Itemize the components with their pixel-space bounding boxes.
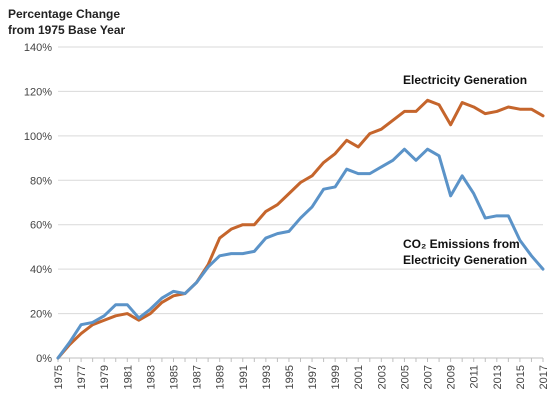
y-axis-title-line-2: from 1975 Base Year [8, 23, 126, 37]
y-tick-label: 60% [30, 220, 52, 232]
x-tick-label: 1985 [168, 365, 180, 389]
x-tick-label: 1983 [145, 365, 157, 389]
x-tick-label: 2005 [399, 365, 411, 389]
x-tick-label: 2001 [353, 365, 365, 389]
x-tick-label: 2009 [446, 365, 458, 389]
y-tick-label: 140% [24, 42, 52, 54]
x-tick-label: 1979 [99, 365, 111, 389]
x-tick-label: 1997 [307, 365, 319, 389]
x-tick-label: 2003 [376, 365, 388, 389]
series-label-co2: CO₂ Emissions from Electricity Generatio… [403, 236, 527, 268]
series-line-electricity [56, 98, 545, 360]
y-tick-label: 40% [30, 264, 52, 276]
y-tick-label: 100% [24, 131, 52, 143]
y-tick-label: 20% [30, 309, 52, 321]
x-tick-label: 2017 [538, 365, 550, 389]
y-tick-label: 0% [36, 353, 52, 365]
y-axis-title-line-1: Percentage Change [8, 7, 121, 21]
x-tick-label: 2013 [492, 365, 504, 389]
series-label-electricity: Electricity Generation [403, 72, 527, 88]
y-axis-title: Percentage Change from 1975 Base Year [8, 6, 198, 38]
x-tick-label: 1977 [76, 365, 88, 389]
series-line-co2 [56, 147, 545, 360]
x-tick-label: 1975 [53, 365, 65, 389]
x-tick-label: 1999 [330, 365, 342, 389]
x-tick-label: 2011 [469, 365, 481, 389]
x-tick-label: 2007 [423, 365, 435, 389]
x-tick-label: 1993 [261, 365, 273, 389]
x-tick-label: 1991 [238, 365, 250, 389]
series-label-co2-line-1: CO₂ Emissions from [403, 237, 520, 251]
series-label-co2-line-2: Electricity Generation [403, 253, 528, 267]
x-tick-label: 1989 [215, 365, 227, 389]
x-tick-label: 1987 [192, 365, 204, 389]
y-tick-label: 80% [30, 175, 52, 187]
y-tick-label: 120% [24, 86, 52, 98]
x-tick-label: 1981 [122, 365, 134, 389]
x-tick-label: 1995 [284, 365, 296, 389]
x-tick-label: 2015 [515, 365, 527, 389]
series-label-electricity-text: Electricity Generation [403, 73, 528, 87]
